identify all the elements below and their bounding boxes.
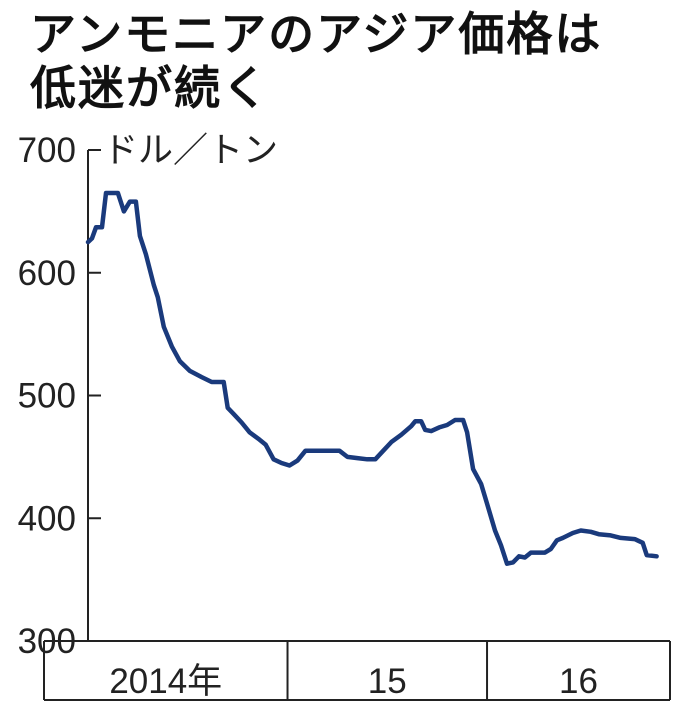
x-tick-label: 16	[559, 662, 598, 701]
y-axis-unit-label: ドル／トン	[103, 131, 279, 171]
y-tick-label: 700	[18, 131, 76, 170]
chart-title-line-2: 低迷が続く	[30, 61, 270, 115]
x-tick-label: 2014年	[109, 662, 222, 701]
chart-title-line-1: アンモニアのアジア価格は	[30, 7, 603, 61]
y-tick-label: 500	[18, 377, 76, 416]
y-tick-label: 400	[18, 499, 76, 538]
series-group	[85, 190, 659, 566]
x-tick-label: 15	[368, 662, 407, 701]
price-series-line	[85, 190, 659, 566]
axes	[43, 150, 671, 701]
x-axis-tick-labels: 2014年 15 16	[109, 662, 598, 701]
y-tick-label: 600	[18, 254, 76, 293]
